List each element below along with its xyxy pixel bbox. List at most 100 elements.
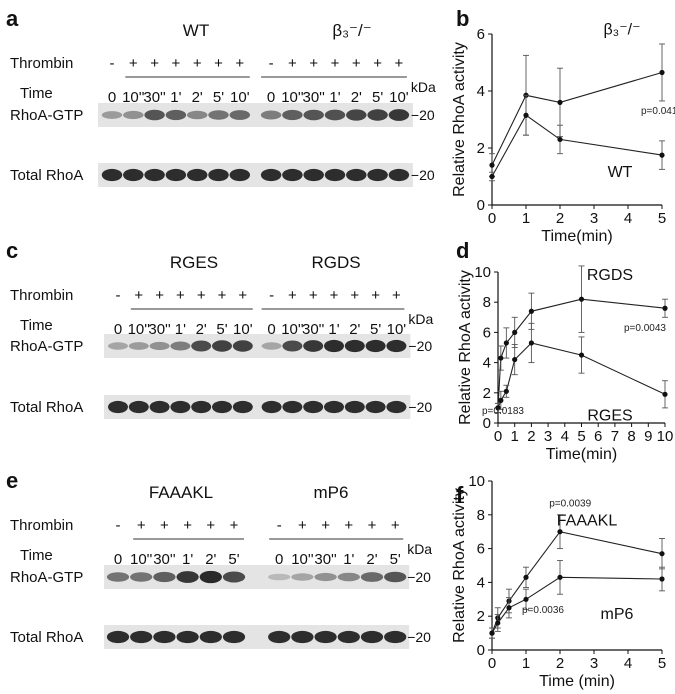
thrombin-mark: + <box>238 287 247 304</box>
time-point-label: 1' <box>182 551 193 568</box>
blot-band <box>291 630 314 644</box>
blot-row-rhoa-gtp: RhoA-GTP −20 <box>10 565 431 589</box>
data-point <box>489 630 495 636</box>
time-point-label: 5' <box>213 89 224 106</box>
molecular-weight-marker: −20 <box>411 107 435 123</box>
blot-band <box>212 340 232 352</box>
group-label-left: WT <box>183 21 209 40</box>
series-label: β₃⁻/⁻ <box>603 21 640 38</box>
blot-band <box>282 109 303 121</box>
kda-label: kDa <box>407 541 432 557</box>
blot-band <box>282 168 303 182</box>
time-point-label: 0 <box>267 89 275 106</box>
time-point-label: 30'' <box>143 89 166 106</box>
group-label-right: mP6 <box>314 483 349 502</box>
data-point <box>523 596 529 602</box>
thrombin-mark: + <box>350 287 359 304</box>
time-point-label: 30'' <box>148 321 171 338</box>
blot-band <box>106 630 130 644</box>
data-point <box>495 620 501 626</box>
data-point <box>489 162 495 168</box>
series-line <box>491 71 663 166</box>
x-tick-label: 2 <box>527 428 535 445</box>
x-tick-label: 1 <box>511 428 519 445</box>
blot-row-label: Total RhoA <box>10 629 83 646</box>
time-point-label: 5' <box>216 321 227 338</box>
blot-band <box>367 109 388 121</box>
data-point <box>523 574 529 580</box>
y-tick-label: 8 <box>477 507 485 524</box>
blot-band <box>101 168 123 182</box>
blot-band <box>149 400 170 414</box>
data-point <box>528 308 535 314</box>
data-point <box>659 576 665 582</box>
x-tick-label: 2 <box>556 655 564 672</box>
time-point-label: 1' <box>329 89 340 106</box>
blot-band <box>208 110 229 120</box>
thrombin-mark: + <box>321 517 330 534</box>
blot-band <box>360 572 384 582</box>
chart-b: 0 2 4 6 0 1 2 3 4 5 Time(min) Relative RhoA activit… <box>451 21 675 245</box>
time-point-label: 10'' <box>130 551 153 568</box>
blot-band <box>176 630 199 644</box>
time-point-label: 5' <box>228 551 239 568</box>
data-point <box>557 136 563 143</box>
data-point <box>662 305 668 311</box>
thrombin-mark: - <box>277 517 282 534</box>
group-label-right: RGDS <box>311 253 360 272</box>
time-point-label: 10'' <box>281 321 304 338</box>
p-value-annotation: p=0.0036 <box>522 605 564 616</box>
blot-band <box>149 341 170 351</box>
time-point-label: 2' <box>351 89 362 106</box>
blot-band <box>229 168 251 182</box>
data-point <box>557 529 563 535</box>
time-point-label: 2' <box>349 321 360 338</box>
group-label-right: β₃⁻/⁻ <box>332 21 371 40</box>
data-point <box>503 388 509 394</box>
series-label: RGES <box>587 407 632 424</box>
kda-label: kDa <box>411 79 436 95</box>
y-tick-label: 6 <box>483 324 491 341</box>
time-point-label: 10' <box>387 321 407 338</box>
time-point-label: 2' <box>196 321 207 338</box>
blot-band <box>337 630 360 644</box>
blot-band <box>360 630 384 644</box>
x-axis-label: Time(min) <box>541 228 612 245</box>
p-value-annotation: p=0.0183 <box>482 406 524 417</box>
time-point-label: 30'' <box>153 551 176 568</box>
blot-band <box>130 630 153 644</box>
blot-band <box>222 630 246 644</box>
series-1: WT <box>489 94 665 182</box>
thrombin-mark: + <box>331 55 340 72</box>
blot-band <box>222 571 246 583</box>
y-axis-label: Relative RhoA activity <box>451 42 468 197</box>
blot-row-total-rhoa: Total RhoA −20 <box>10 163 435 187</box>
data-point <box>512 356 518 363</box>
blot-row-label: RhoA-GTP <box>10 107 83 124</box>
blot-band <box>108 400 128 414</box>
time-point-label: 1' <box>170 89 181 106</box>
x-axis-label: Time (min) <box>539 673 615 690</box>
thrombin-mark: + <box>395 55 404 72</box>
y-tick-label: 10 <box>474 264 491 281</box>
blot-band <box>101 111 123 119</box>
series-label: RGDS <box>587 267 633 284</box>
blot-band <box>208 168 229 182</box>
thrombin-mark: + <box>288 287 297 304</box>
blot-band <box>165 109 187 121</box>
thrombin-mark: + <box>298 517 307 534</box>
time-point-label: 30'' <box>314 551 337 568</box>
data-point <box>578 296 585 302</box>
x-tick-label: 4 <box>624 210 632 227</box>
thrombin-mark: + <box>373 55 382 72</box>
blot-row-label: RhoA-GTP <box>10 569 83 586</box>
blot-band <box>176 571 199 583</box>
blot-band <box>291 573 314 581</box>
blot-band <box>365 400 386 414</box>
thrombin-mark: + <box>197 287 206 304</box>
blot-band <box>229 110 251 120</box>
thrombin-mark: + <box>160 517 169 534</box>
blot-band <box>130 572 153 582</box>
